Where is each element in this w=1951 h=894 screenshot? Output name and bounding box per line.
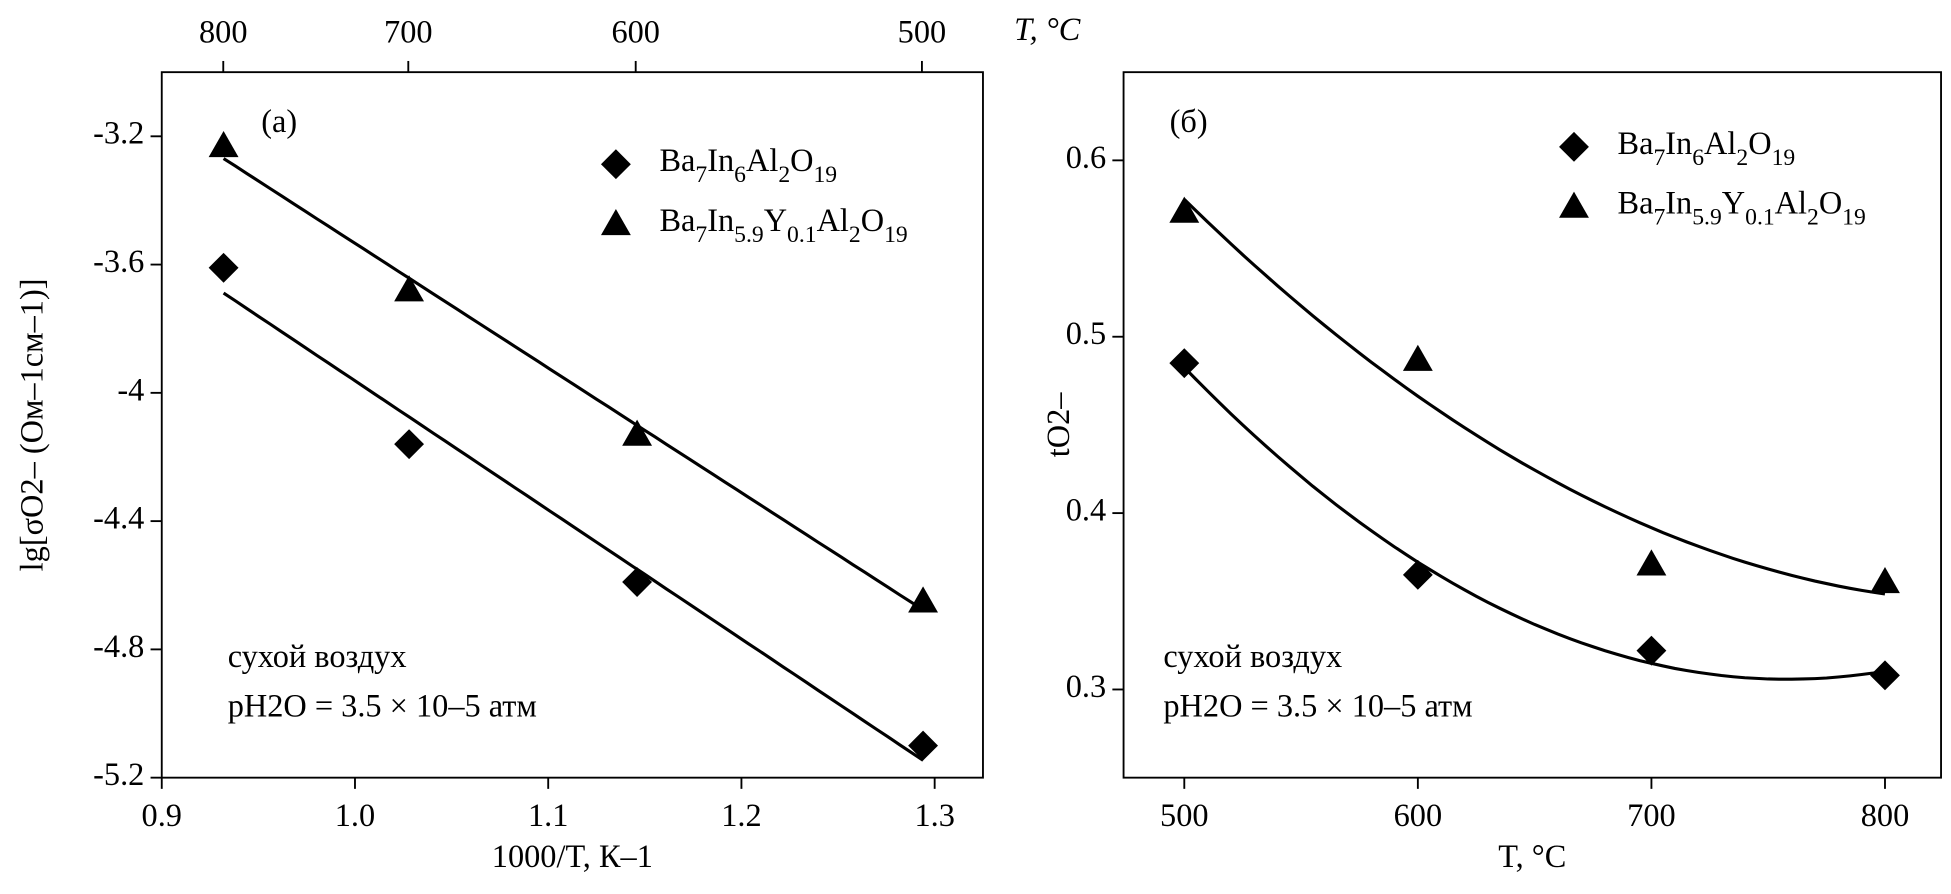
- diamond-marker: [622, 567, 653, 597]
- x-tick-label: 1.3: [914, 797, 954, 833]
- legend-label: Ba7In6Al2O19: [659, 143, 837, 189]
- x-tick-label: 1.2: [721, 797, 761, 833]
- triangle-marker: [1870, 566, 1900, 594]
- panel-label: (б): [1170, 103, 1208, 139]
- y-tick-label: -4: [117, 371, 144, 407]
- x-tick-label: 1.1: [528, 797, 568, 833]
- x2-tick-label: 500: [898, 13, 947, 49]
- diamond-marker: [208, 252, 239, 283]
- triangle-marker: [1169, 196, 1200, 223]
- legend-marker: [1559, 191, 1589, 218]
- x-axis-label: T, °C: [1498, 838, 1566, 874]
- legend-label: Ba7In5.9Y0.1Al2O19: [659, 202, 907, 248]
- annotation: сухой воздух: [228, 638, 407, 674]
- y-axis-label: tO2–: [1040, 392, 1076, 458]
- diamond-marker: [908, 730, 938, 761]
- x-tick-label: 600: [1394, 797, 1443, 833]
- diamond-marker: [1870, 660, 1900, 691]
- annotation: pH2O = 3.5 × 10–5 атм: [1163, 688, 1472, 724]
- triangle-marker: [394, 275, 425, 302]
- x-tick-label: 700: [1627, 797, 1676, 833]
- x2-tick-label: 600: [611, 13, 660, 49]
- legend-label: Ba7In5.9Y0.1Al2O19: [1618, 185, 1866, 231]
- triangle-marker: [908, 586, 938, 613]
- diamond-marker: [394, 429, 425, 460]
- annotation: pH2O = 3.5 × 10–5 атм: [228, 688, 537, 724]
- triangle-marker: [1402, 344, 1433, 371]
- legend-marker: [600, 209, 631, 236]
- x-axis-label: 1000/T, К–1: [492, 838, 653, 874]
- y-tick-label: -5.2: [93, 756, 144, 792]
- annotation: сухой воздух: [1163, 638, 1342, 674]
- y-tick-label: -3.6: [93, 243, 144, 279]
- x2-tick-label: 700: [384, 13, 433, 49]
- diamond-marker: [1169, 348, 1200, 379]
- plot-frame: [1122, 71, 1942, 779]
- y-axis-label: lg[σO2– (Ом–1см–1)]: [13, 279, 49, 572]
- plot-frame: [160, 71, 984, 779]
- diamond-marker: [1636, 635, 1667, 666]
- y-tick-label: 0.3: [1066, 668, 1106, 704]
- fit-line: [222, 291, 924, 762]
- x-tick-label: 800: [1861, 797, 1910, 833]
- y-tick-label: -4.4: [93, 500, 144, 536]
- fit-line: [1183, 198, 1886, 596]
- panel-label: (a): [261, 103, 297, 139]
- legend-label: Ba7In6Al2O19: [1618, 125, 1796, 171]
- legend-marker: [600, 149, 631, 180]
- y-tick-label: 0.5: [1066, 315, 1106, 351]
- x2-axis-label: T, °C: [1014, 11, 1081, 47]
- x-tick-label: 500: [1160, 797, 1209, 833]
- triangle-marker: [622, 419, 653, 446]
- y-tick-label: 0.4: [1066, 492, 1106, 528]
- y-tick-label: 0.6: [1066, 139, 1106, 175]
- y-tick-label: -3.2: [93, 115, 144, 151]
- triangle-marker: [1636, 549, 1667, 576]
- legend-marker: [1559, 131, 1589, 162]
- fit-line: [222, 157, 924, 612]
- x-tick-label: 0.9: [142, 797, 182, 833]
- triangle-marker: [208, 130, 239, 158]
- fit-line: [1183, 366, 1886, 681]
- diamond-marker: [1402, 559, 1433, 590]
- x-tick-label: 1.0: [335, 797, 375, 833]
- x2-tick-label: 800: [199, 13, 248, 49]
- y-tick-label: -4.8: [93, 628, 144, 664]
